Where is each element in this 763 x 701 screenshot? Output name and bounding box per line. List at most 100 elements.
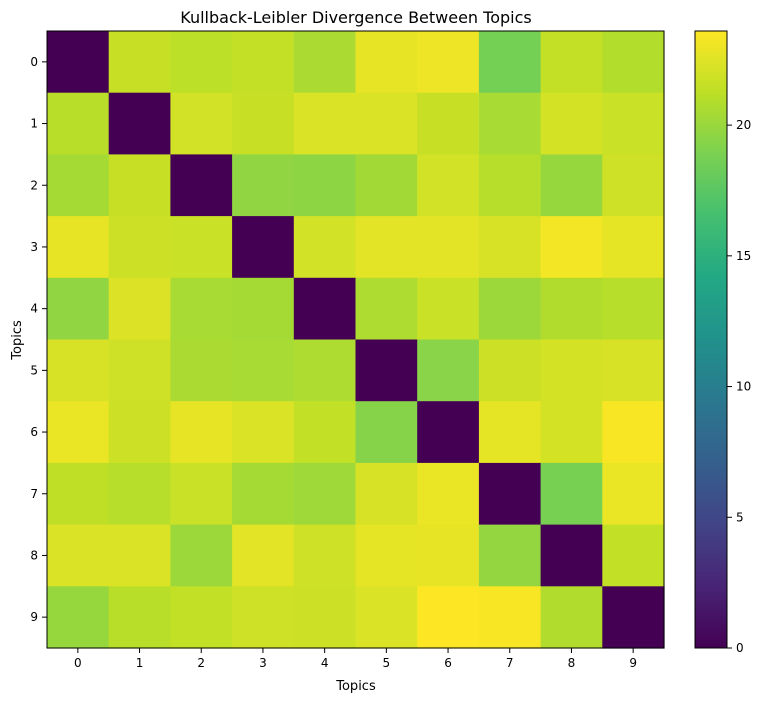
heatmap-cell <box>47 154 110 217</box>
heatmap-cell <box>47 92 110 155</box>
heatmap-cell <box>232 586 295 649</box>
heatmap-cell <box>170 524 233 587</box>
y-tick-label: 0 <box>30 55 38 69</box>
heatmap-cell <box>602 586 665 649</box>
heatmap-cell <box>293 401 357 464</box>
heatmap-cell <box>355 339 418 402</box>
heatmap-cell <box>293 586 357 649</box>
heatmap-cell <box>232 277 295 341</box>
y-tick-label: 1 <box>30 117 38 131</box>
heatmap-cell <box>602 524 665 587</box>
heatmap-cell <box>170 154 233 217</box>
heatmap-cell <box>355 586 418 649</box>
heatmap-cell <box>417 524 480 587</box>
heatmap-cell <box>108 92 171 155</box>
heatmap-cell <box>293 92 357 155</box>
heatmap-cell <box>602 154 665 217</box>
heatmap-cell <box>355 216 418 279</box>
heatmap-cell <box>108 339 171 402</box>
x-tick-label: 1 <box>136 656 144 670</box>
heatmap-cell <box>293 216 357 279</box>
heatmap-cell <box>232 92 295 155</box>
heatmap-cell <box>232 154 295 217</box>
heatmap-cell <box>232 216 295 279</box>
y-tick-label: 3 <box>30 240 38 254</box>
heatmap-cell <box>355 524 418 587</box>
heatmap-cell <box>170 216 233 279</box>
x-tick-label: 4 <box>321 656 329 670</box>
x-tick-label: 5 <box>383 656 391 670</box>
heatmap-cell <box>478 154 542 217</box>
heatmap-cell <box>293 462 357 526</box>
x-axis-label: Topics <box>335 679 376 694</box>
heatmap-cell <box>602 216 665 279</box>
y-axis-ticks: 0 1 2 3 4 5 6 7 8 9 <box>30 55 47 624</box>
heatmap-cell <box>232 339 295 402</box>
heatmap-cell <box>478 92 542 155</box>
x-axis-ticks: 0 1 2 3 4 5 6 7 8 9 <box>74 648 637 670</box>
heatmap-cell <box>108 524 171 587</box>
y-tick-label: 7 <box>30 487 38 501</box>
heatmap-cell <box>47 586 110 649</box>
heatmap-cell <box>478 339 542 402</box>
heatmap-cell <box>478 524 542 587</box>
x-tick-label: 9 <box>629 656 637 670</box>
heatmap-cell <box>417 154 480 217</box>
heatmap-cell <box>108 586 171 649</box>
x-tick-label: 0 <box>74 656 82 670</box>
heatmap-cell <box>170 586 233 649</box>
y-tick-label: 5 <box>30 363 38 377</box>
heatmap-cell <box>170 339 233 402</box>
y-tick-label: 9 <box>30 610 38 624</box>
heatmap-cell <box>602 401 665 464</box>
heatmap-cell <box>170 462 233 526</box>
heatmap-cell <box>108 401 171 464</box>
heatmap-cell <box>478 401 542 464</box>
heatmap-cell <box>232 524 295 587</box>
x-tick-label: 3 <box>259 656 267 670</box>
heatmap-cell <box>417 586 480 649</box>
heatmap-cell <box>108 31 171 94</box>
heatmap-cell <box>417 462 480 526</box>
heatmap-cell <box>355 31 418 94</box>
heatmap-cell <box>355 154 418 217</box>
heatmap-cell <box>417 401 480 464</box>
heatmap-cell <box>540 31 603 94</box>
heatmap-cell <box>540 216 603 279</box>
y-axis-label: Topics <box>10 320 25 361</box>
heatmap-cell <box>108 277 171 341</box>
heatmap-cell <box>602 339 665 402</box>
heatmap-cell <box>293 154 357 217</box>
heatmap-cell <box>47 401 110 464</box>
heatmap-cell <box>47 339 110 402</box>
heatmap-cell <box>355 462 418 526</box>
heatmap-cell <box>355 401 418 464</box>
heatmap-cell <box>602 31 665 94</box>
heatmap-cell <box>540 462 603 526</box>
y-tick-label: 6 <box>30 425 38 439</box>
heatmap-cell <box>540 524 603 587</box>
heatmap-cell <box>478 31 542 94</box>
y-tick-label: 2 <box>30 178 38 192</box>
heatmap-cell <box>540 154 603 217</box>
heatmap-cell <box>232 462 295 526</box>
colorbar-ticks: 0 5 10 15 20 <box>727 118 751 655</box>
heatmap-cell <box>47 462 110 526</box>
colorbar-tick-label: 15 <box>736 249 751 263</box>
heatmap-cell <box>108 154 171 217</box>
heatmap-cell <box>108 216 171 279</box>
heatmap-cell <box>478 216 542 279</box>
colorbar-tick-label: 20 <box>736 118 751 132</box>
heatmap-cell <box>540 92 603 155</box>
x-tick-label: 2 <box>197 656 205 670</box>
heatmap-cell <box>602 277 665 341</box>
heatmap-cell <box>602 92 665 155</box>
heatmap-cell <box>478 586 542 649</box>
heatmap-cell <box>170 92 233 155</box>
colorbar-tick-label: 0 <box>736 641 744 655</box>
y-tick-label: 4 <box>30 302 38 316</box>
heatmap-cell <box>355 92 418 155</box>
heatmap-cell <box>47 216 110 279</box>
y-tick-label: 8 <box>30 548 38 562</box>
